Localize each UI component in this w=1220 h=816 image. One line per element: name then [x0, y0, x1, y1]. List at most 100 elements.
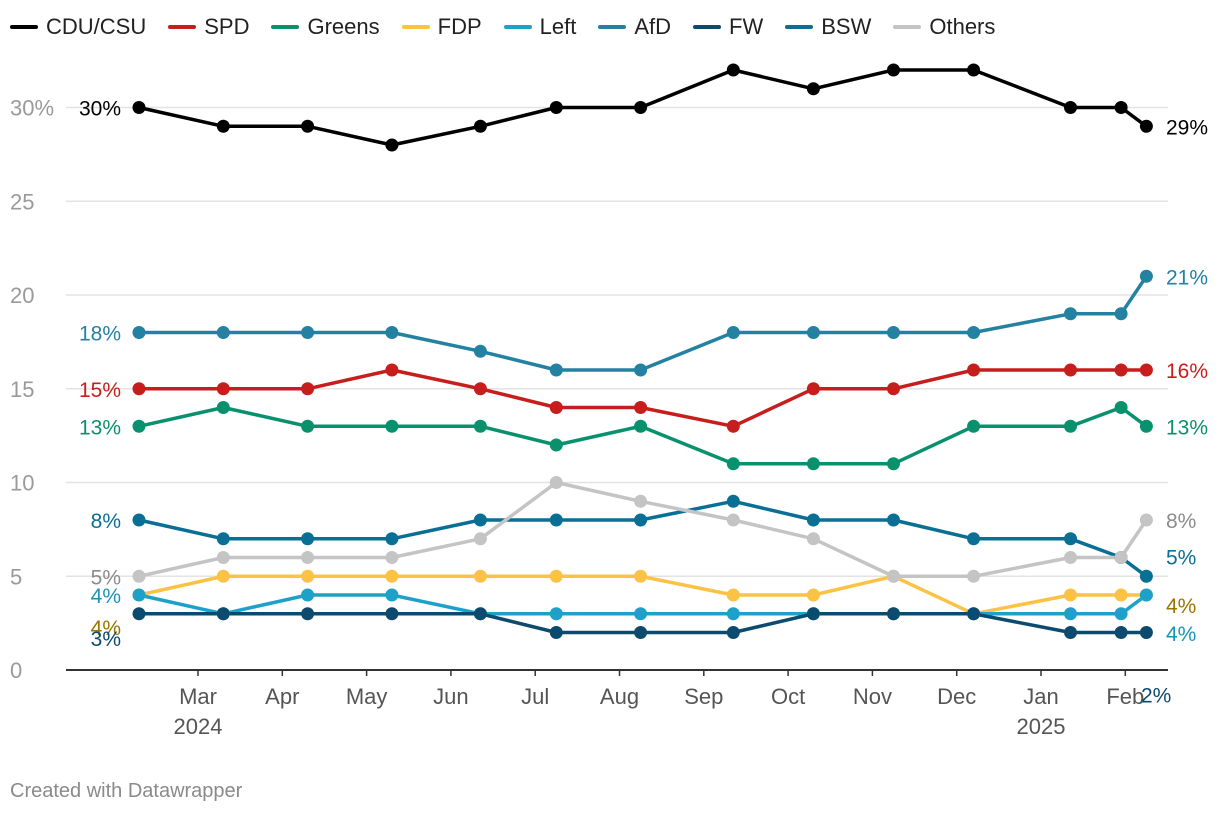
data-point-others — [132, 569, 146, 583]
data-point-greens — [216, 401, 230, 414]
legend-item-others: Others — [893, 14, 995, 40]
data-point-fw — [216, 607, 230, 621]
data-point-others — [473, 532, 487, 546]
data-point-spd — [549, 401, 563, 414]
series-line-bsw — [137, 499, 1149, 579]
data-point-others — [549, 476, 563, 489]
data-point-cdu-csu — [967, 63, 981, 77]
data-point-left — [132, 588, 146, 602]
legend-swatch — [401, 25, 430, 29]
data-point-afd — [886, 326, 900, 339]
data-point-bsw — [806, 513, 820, 527]
data-point-afd — [132, 326, 146, 339]
data-point-fw — [385, 607, 399, 621]
x-tick-label: Oct — [771, 684, 805, 709]
data-point-fdp — [726, 588, 740, 602]
legend-item-left: Left — [503, 14, 577, 40]
legend-label: FDP — [437, 14, 482, 39]
data-point-others — [967, 569, 981, 583]
data-point-others — [216, 551, 230, 564]
data-point-bsw — [1064, 532, 1078, 546]
data-point-bsw — [886, 513, 900, 527]
data-point-afd — [1064, 307, 1078, 321]
data-point-bsw — [132, 513, 146, 527]
data-point-cdu-csu — [1114, 101, 1128, 114]
data-point-fw — [473, 607, 487, 621]
data-point-afd — [473, 344, 487, 358]
data-point-fdp — [549, 569, 563, 583]
data-point-fdp — [1114, 588, 1128, 602]
y-tick-label: 30% — [10, 96, 54, 121]
data-labels: 30% 29% 15% 16% 13% 13% 4% 4% 4% 4% 18% 21% 3% 2% 8% 5%… — [79, 98, 1208, 708]
data-point-fdp — [806, 588, 820, 602]
data-point-bsw — [301, 532, 315, 546]
x-tick-label: Jul — [521, 684, 549, 709]
end-label-greens: 13% — [1166, 416, 1208, 439]
legend-label: SPD — [204, 14, 250, 39]
data-point-greens — [1064, 419, 1078, 433]
data-point-cdu-csu — [216, 119, 230, 133]
legend-label: Left — [539, 14, 577, 39]
x-tick-label: May — [346, 684, 388, 709]
end-label-cdu-csu: 29% — [1166, 116, 1208, 139]
data-point-fw — [967, 607, 981, 621]
data-point-afd — [1114, 307, 1128, 321]
x-tick-label: Aug — [600, 684, 639, 709]
data-point-fdp — [634, 569, 648, 583]
data-point-cdu-csu — [385, 138, 399, 152]
legend-item-fdp: FDP — [401, 14, 482, 40]
x-tick-label: Nov — [853, 684, 892, 709]
x-tick-year-label: 2025 — [1017, 714, 1066, 739]
end-label-bsw: 5% — [1166, 546, 1196, 569]
data-point-left — [385, 588, 399, 602]
start-label-cdu-csu: 30% — [79, 98, 121, 121]
data-point-spd — [886, 382, 900, 396]
data-point-others — [1114, 551, 1128, 564]
data-point-greens — [886, 457, 900, 471]
series-points — [132, 63, 1153, 639]
data-point-greens — [301, 419, 315, 433]
x-tick-label: Mar — [179, 684, 217, 709]
y-tick-label: 10 — [10, 471, 34, 496]
x-tick-label: Jun — [433, 684, 468, 709]
legend-label: FW — [729, 14, 764, 39]
start-label-greens: 13% — [79, 416, 121, 439]
data-point-others — [1064, 551, 1078, 564]
legend-item-greens: Greens — [271, 14, 380, 40]
data-point-spd — [726, 419, 740, 433]
legend-swatch — [693, 25, 722, 29]
data-point-cdu-csu — [886, 63, 900, 77]
data-point-spd — [806, 382, 820, 396]
data-point-bsw — [634, 513, 648, 527]
start-label-spd: 15% — [79, 379, 121, 402]
end-label-fw: 2% — [1141, 685, 1171, 708]
legend-item-fw: FW — [693, 14, 763, 40]
data-point-afd — [216, 326, 230, 339]
data-point-spd — [473, 382, 487, 396]
legend-swatch — [598, 25, 627, 29]
end-label-others: 8% — [1166, 510, 1196, 533]
data-point-afd — [301, 326, 315, 339]
data-point-left — [301, 588, 315, 602]
credit-text: Created with Datawrapper — [10, 780, 243, 802]
data-point-fw — [886, 607, 900, 621]
legend-swatch — [10, 25, 38, 29]
data-point-others — [726, 513, 740, 527]
legend-label: Others — [929, 14, 996, 39]
data-point-fdp — [473, 569, 487, 583]
data-point-fdp — [1064, 588, 1078, 602]
x-tick-year-label: 2024 — [174, 714, 223, 739]
legend-swatch — [785, 25, 814, 29]
series-line-fw — [137, 612, 1149, 635]
legend-item-cdu-csu: CDU/CSU — [10, 14, 146, 40]
data-point-cdu-csu — [473, 119, 487, 133]
data-point-bsw — [473, 513, 487, 527]
data-point-fw — [806, 607, 820, 621]
y-tick-label: 15 — [10, 377, 34, 402]
end-label-fdp: 4% — [1166, 595, 1196, 618]
data-point-bsw — [967, 532, 981, 546]
data-point-greens — [967, 419, 981, 433]
data-point-greens — [1114, 401, 1128, 414]
y-tick-label: 25 — [10, 189, 34, 214]
series-line-afd — [137, 274, 1149, 372]
